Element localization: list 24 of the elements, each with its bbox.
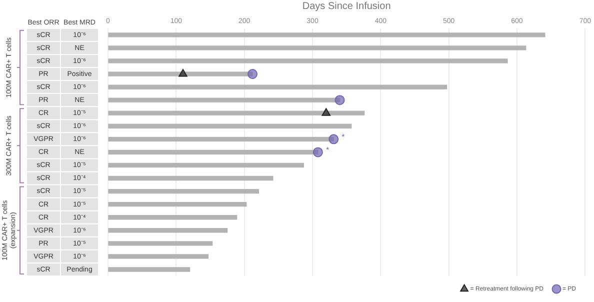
x-axis-title: Days Since Infusion [302, 0, 391, 12]
point [312, 147, 323, 158]
bar [108, 241, 213, 246]
bar [108, 110, 365, 116]
bar [108, 32, 546, 38]
point [322, 108, 331, 116]
bar [108, 58, 508, 64]
bar [108, 176, 274, 181]
point [178, 69, 188, 77]
data-label: * [326, 145, 330, 154]
bar [108, 215, 238, 220]
data-label: * [342, 132, 345, 142]
bar [108, 124, 352, 128]
bar [108, 162, 304, 168]
point [248, 69, 258, 80]
bar [108, 202, 247, 207]
bar [108, 188, 259, 194]
bar [108, 46, 526, 50]
point [334, 95, 345, 106]
bar [108, 254, 209, 259]
bar [108, 84, 448, 90]
bar [108, 267, 190, 272]
point [328, 134, 339, 144]
bar [108, 228, 228, 233]
